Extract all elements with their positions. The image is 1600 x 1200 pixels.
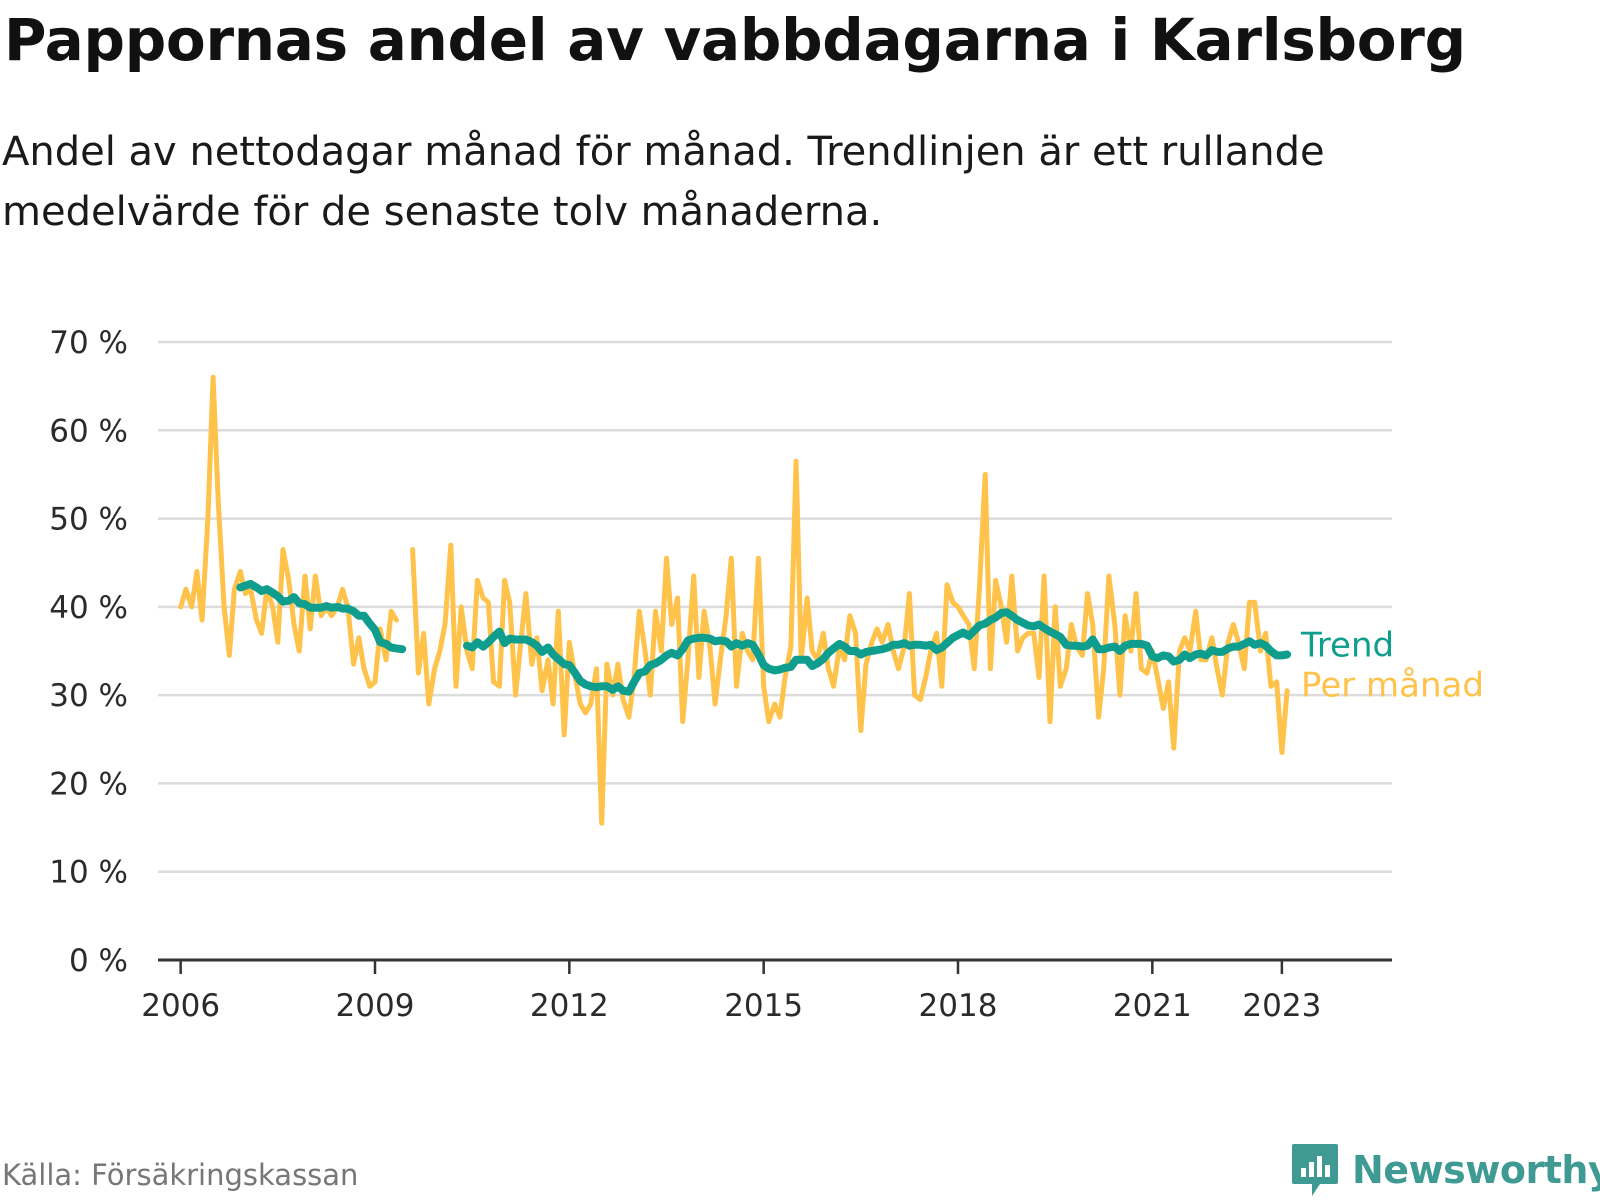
y-tick-label: 30 % (49, 678, 128, 714)
x-tick-label: 2021 (1113, 988, 1192, 1024)
brand-name: Newsworthy (1352, 1148, 1600, 1192)
y-tick-label: 20 % (49, 766, 128, 802)
y-tick-label: 0 % (69, 943, 128, 979)
monthly-line (178, 374, 1290, 826)
x-tick-label: 2009 (336, 988, 415, 1024)
y-tick-label: 50 % (49, 502, 128, 538)
monthly-label: Per månad (1301, 666, 1484, 706)
x-tick-label: 2015 (724, 988, 803, 1024)
trend-label: Trend (1300, 626, 1394, 666)
axes: 0 % 10 % 20 % 30 % 40 % 50 % 60 % 70 % 2006 2009 2… (49, 325, 1392, 1024)
brand-logo[interactable]: Newsworthy (1290, 1140, 1600, 1200)
y-tick-label: 70 % (49, 325, 128, 361)
gridlines (158, 340, 1392, 873)
x-tick-label: 2018 (919, 988, 998, 1024)
x-tick-label: 2006 (141, 988, 220, 1024)
newsworthy-icon (1292, 1144, 1338, 1196)
page-subtitle: Andel av nettodagar månad för månad. Tre… (2, 129, 1325, 235)
y-tick-label: 40 % (49, 590, 128, 626)
x-tick-label: 2012 (530, 988, 609, 1024)
x-tick-label: 2023 (1242, 988, 1321, 1024)
page-title: Pappornas andel av vabbdagarna i Karlsbo… (4, 6, 1466, 74)
series-lines (178, 374, 1292, 826)
source-note: Källa: Försäkringskassan (2, 1158, 359, 1192)
y-tick-label: 10 % (49, 855, 128, 891)
trend-line (236, 579, 1292, 696)
y-tick-label: 60 % (49, 413, 128, 449)
